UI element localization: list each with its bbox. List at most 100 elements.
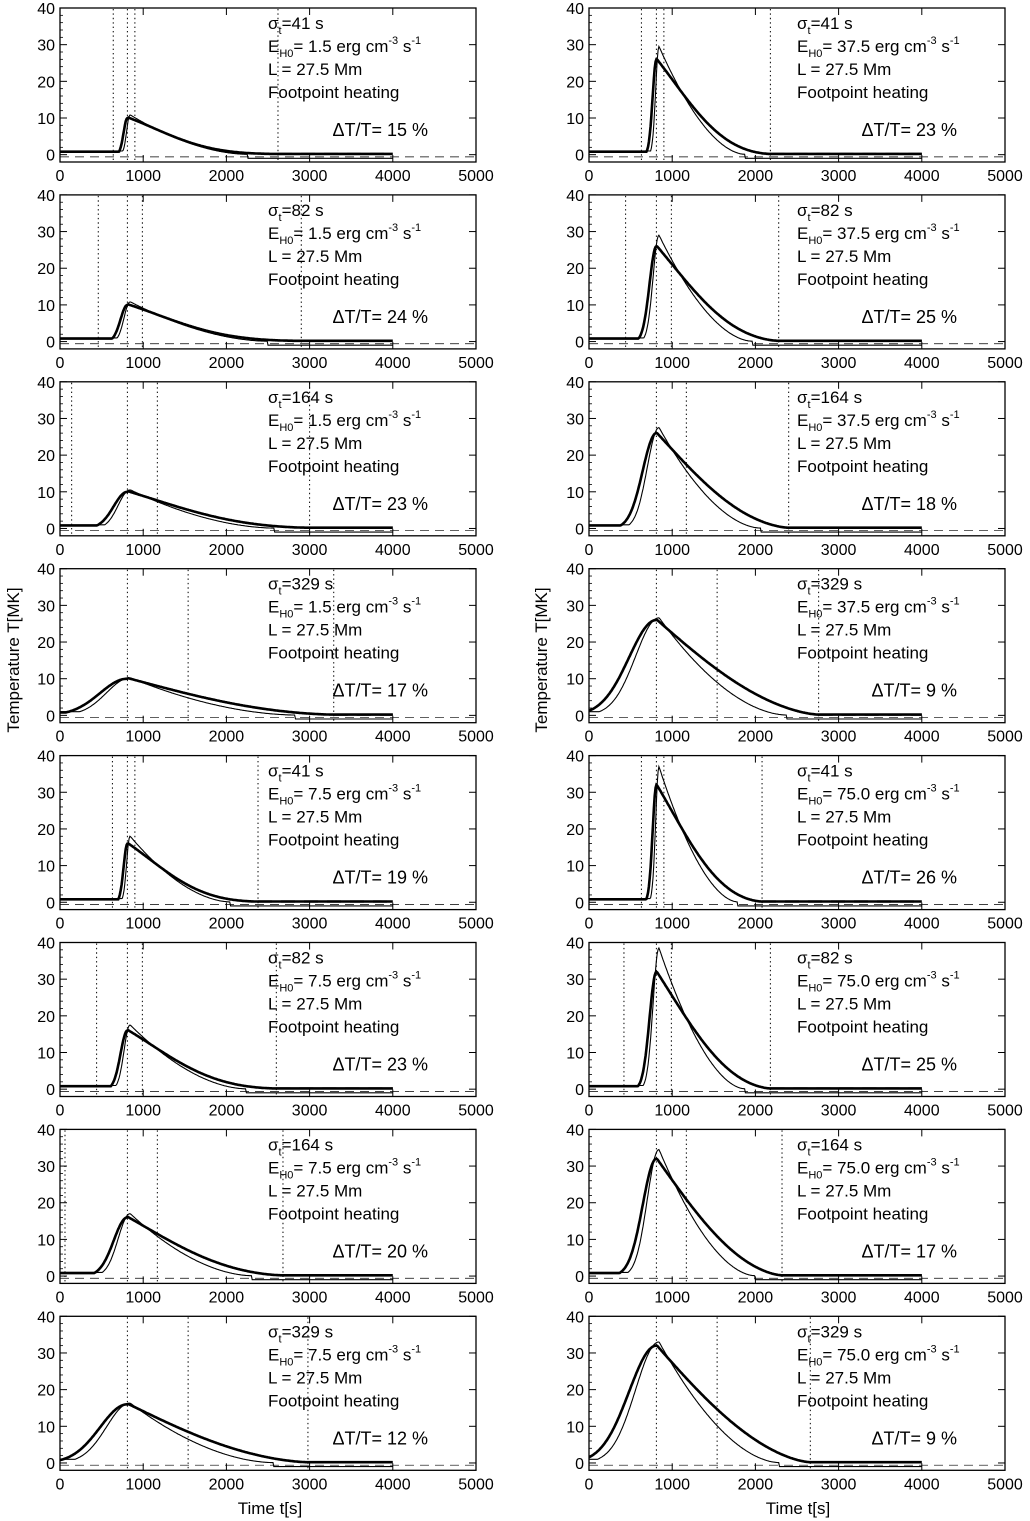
energy-unit-s: s <box>398 37 411 56</box>
annotation-delta: ΔT/T= 15 % <box>332 120 428 140</box>
x-tick-label: 3000 <box>821 355 857 372</box>
x-tick-label: 4000 <box>375 355 411 372</box>
plot-frame <box>59 1315 477 1471</box>
annotation-heating: Footpoint heating <box>268 1391 399 1410</box>
energy-exp1: -3 <box>927 409 937 421</box>
x-tick-label: 5000 <box>458 1103 494 1120</box>
x-tick-label: 4000 <box>375 168 411 185</box>
y-tick-label: 0 <box>46 708 55 725</box>
y-tick-label: 20 <box>37 1009 55 1026</box>
annotation-length: L = 27.5 Mm <box>268 434 362 453</box>
annotation-heating: Footpoint heating <box>268 644 399 663</box>
energy-subscript: H0 <box>808 1356 822 1368</box>
x-tick-label: 1000 <box>125 1289 161 1306</box>
sigma-symbol: σ <box>268 575 279 594</box>
annotation-delta: ΔT/T= 17 % <box>861 1241 957 1261</box>
y-tick-label: 40 <box>37 562 55 579</box>
annotation-energy: EH0= 75.0 erg cm-3 s-1 <box>797 1343 960 1368</box>
annotation-length: L = 27.5 Mm <box>797 808 891 827</box>
energy-symbol: E <box>797 411 808 430</box>
x-tick-label: 2000 <box>209 542 245 559</box>
y-tick-label: 10 <box>566 1046 584 1063</box>
sigma-subscript: t <box>279 399 282 411</box>
sigma-value: =41 s <box>811 762 853 781</box>
y-axis-title-left: Temperature T[MK] <box>4 587 23 732</box>
x-tick-label: 4000 <box>904 916 940 933</box>
energy-symbol: E <box>268 1345 279 1364</box>
y-tick-label: 20 <box>37 822 55 839</box>
annotation-delta: ΔT/T= 24 % <box>332 307 428 327</box>
plot-frame <box>59 194 477 350</box>
energy-symbol: E <box>268 785 279 804</box>
sigma-symbol: σ <box>797 1135 808 1154</box>
sigma-value: =329 s <box>811 575 863 594</box>
x-tick-label: 0 <box>56 1103 65 1120</box>
annotation-heating: Footpoint heating <box>797 1391 928 1410</box>
x-tick-label: 1000 <box>125 1476 161 1493</box>
x-tick-label: 4000 <box>375 729 411 746</box>
energy-value: = 1.5 erg cm <box>293 37 388 56</box>
x-tick-label: 1000 <box>654 729 690 746</box>
x-tick-label: 4000 <box>904 168 940 185</box>
x-tick-label: 0 <box>56 1289 65 1306</box>
annotation-heating: Footpoint heating <box>268 457 399 476</box>
annotation-delta: ΔT/T= 23 % <box>332 494 428 514</box>
x-tick-label: 3000 <box>292 1289 328 1306</box>
annotation-delta: ΔT/T= 20 % <box>332 1241 428 1261</box>
curve-thin <box>589 1341 922 1468</box>
annotation-length: L = 27.5 Mm <box>797 60 891 79</box>
annotation-heating: Footpoint heating <box>268 1204 399 1223</box>
annotation-energy: EH0= 1.5 erg cm-3 s-1 <box>268 596 421 621</box>
x-tick-label: 3000 <box>292 729 328 746</box>
y-tick-label: 40 <box>566 188 584 205</box>
y-tick-label: 40 <box>566 1 584 18</box>
energy-exp1: -3 <box>927 970 937 982</box>
energy-exp1: -3 <box>388 783 398 795</box>
curve-thick <box>589 57 922 156</box>
energy-exp2: -1 <box>950 1343 960 1355</box>
energy-exp1: -3 <box>927 35 937 47</box>
x-tick-label: 5000 <box>458 542 494 559</box>
x-tick-label: 3000 <box>821 916 857 933</box>
curve-thick <box>589 431 922 529</box>
energy-symbol: E <box>268 37 279 56</box>
energy-unit-s: s <box>937 785 950 804</box>
x-tick-label: 5000 <box>987 1476 1023 1493</box>
x-tick-label: 0 <box>56 916 65 933</box>
energy-value: = 37.5 erg cm <box>822 37 926 56</box>
annotation-delta: ΔT/T= 12 % <box>332 1428 428 1448</box>
energy-exp2: -1 <box>411 1156 421 1168</box>
x-tick-label: 0 <box>585 355 594 372</box>
sigma-value: =41 s <box>282 14 324 33</box>
annotation-delta: ΔT/T= 9 % <box>871 1428 957 1448</box>
x-tick-label: 3000 <box>292 1103 328 1120</box>
x-tick-label: 2000 <box>209 1103 245 1120</box>
curve-thin <box>60 489 393 533</box>
x-tick-label: 1000 <box>654 1476 690 1493</box>
y-tick-label: 10 <box>566 859 584 876</box>
y-tick-label: 0 <box>575 708 584 725</box>
annotation-heating: Footpoint heating <box>268 831 399 850</box>
x-tick-label: 4000 <box>904 542 940 559</box>
energy-exp2: -1 <box>950 409 960 421</box>
y-tick-label: 40 <box>37 1309 55 1326</box>
energy-symbol: E <box>797 785 808 804</box>
curve-thick <box>588 1344 922 1464</box>
energy-value: = 1.5 erg cm <box>293 598 388 617</box>
y-tick-label: 20 <box>566 448 584 465</box>
curve-thin <box>60 677 393 720</box>
annotation-heating: Footpoint heating <box>268 1018 399 1037</box>
y-tick-label: 10 <box>37 1232 55 1249</box>
annotation-sigma: σt=164 s <box>268 1135 333 1158</box>
energy-exp2: -1 <box>950 783 960 795</box>
energy-unit-s: s <box>398 1158 411 1177</box>
energy-unit-s: s <box>937 972 950 991</box>
y-tick-label: 0 <box>46 895 55 912</box>
y-tick-label: 30 <box>37 972 55 989</box>
y-tick-label: 20 <box>566 74 584 91</box>
energy-subscript: H0 <box>808 235 822 247</box>
sigma-value: =164 s <box>282 1135 334 1154</box>
